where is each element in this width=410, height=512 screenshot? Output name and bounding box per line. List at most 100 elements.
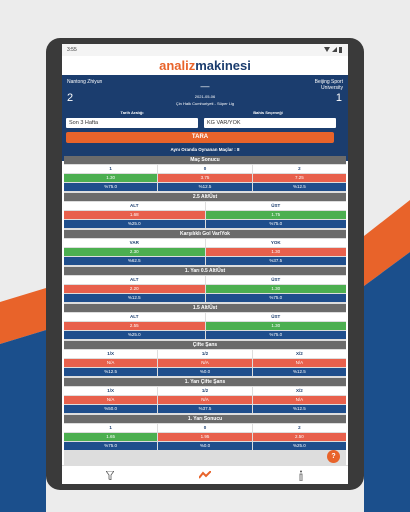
market-title: 1.5 Alt/Üst [64, 304, 346, 312]
percent-cell: %75.0 [205, 220, 346, 228]
odds-cell: 2.50 [252, 433, 346, 441]
outcome-label: ÜST [205, 276, 346, 284]
odds-cell: 1.30 [205, 322, 346, 330]
filter-icon[interactable] [106, 471, 114, 480]
odds-cell: 1.95 [158, 433, 252, 441]
separator: — [200, 81, 210, 91]
percent-cell: %75.0 [205, 294, 346, 302]
bet-dropdown[interactable]: KG VAR/YOK [204, 118, 336, 128]
date-dropdown[interactable]: Son 3 Hafta [66, 118, 198, 128]
match-date: 2021-05-06 [194, 94, 216, 99]
outcome-label: 1/2 [158, 350, 252, 358]
market-title: 1. Yarı 0.5 Alt/Üst [64, 267, 346, 275]
outcome-label: 2 [252, 424, 346, 432]
market-section: 2.5 Alt/Üst ALT ÜST 1.68 1.75 %25.0 %75.0 [64, 193, 346, 228]
label-row: ALT ÜST [64, 313, 346, 321]
market-title: 1. Yarı Çifte Şans [64, 378, 346, 386]
percent-cell: %0.0 [158, 368, 252, 376]
match-panel: Nantong Zhiyun Beijing Sport University … [62, 75, 348, 161]
percent-cell: %37.5 [158, 405, 252, 413]
odds-cell: N/A [158, 359, 252, 367]
results-list: Maç Sonucu 1 0 2 1.30 3.75 7.25 %75.0 %12.5 %12.5… [64, 156, 346, 465]
label-row: VAR YOK [64, 239, 346, 247]
market-section: Çifte Şans 1/X 1/2 X/2 N/A N/A N/A %12.5 %0.0 %12… [64, 341, 346, 376]
odds-row: 2.30 1.30 [64, 248, 346, 256]
odds-cell: 1.30 [205, 248, 346, 256]
outcome-label: 1/X [64, 350, 158, 358]
odds-row: 2.20 1.30 [64, 285, 346, 293]
away-team: Beijing Sport University [314, 79, 343, 91]
percent-cell: %25.0 [64, 220, 205, 228]
odds-cell: N/A [252, 359, 346, 367]
outcome-label: X/2 [252, 350, 346, 358]
percent-row: %75.0 %12.5 %12.5 [64, 183, 346, 191]
label-row: 1/X 1/2 X/2 [64, 350, 346, 358]
outcome-label: X/2 [252, 387, 346, 395]
home-icon[interactable] [199, 471, 211, 479]
label-row: ALT ÜST [64, 276, 346, 284]
odds-cell: 1.68 [64, 211, 205, 219]
percent-cell: %75.0 [64, 183, 158, 191]
outcome-label: 2 [252, 165, 346, 173]
info-icon[interactable] [298, 470, 304, 481]
odds-cell: N/A [158, 396, 252, 404]
status-bar: 3:55 [62, 44, 348, 56]
percent-cell: %0.0 [158, 442, 252, 450]
odds-cell: 1.75 [205, 211, 346, 219]
outcome-label: 1 [64, 165, 158, 173]
outcome-label: 1/2 [158, 387, 252, 395]
percent-row: %25.0 %75.0 [64, 331, 346, 339]
odds-cell: N/A [64, 396, 158, 404]
odds-cell: N/A [64, 359, 158, 367]
odds-row: N/A N/A N/A [64, 359, 346, 367]
percent-row: %62.5 %37.5 [64, 257, 346, 265]
odds-row: 1.30 3.75 7.25 [64, 174, 346, 182]
odds-cell: 2.55 [64, 322, 205, 330]
league: Çin Halk Cumhuriyeti - Süper Lig [175, 101, 235, 106]
percent-cell: %37.5 [205, 257, 346, 265]
percent-cell: %12.5 [252, 183, 346, 191]
outcome-label: 0 [158, 424, 252, 432]
percent-row: %25.0 %75.0 [64, 220, 346, 228]
percent-cell: %75.0 [205, 331, 346, 339]
percent-row: %12.5 %75.0 [64, 294, 346, 302]
percent-row: %12.5 %0.0 %12.5 [64, 368, 346, 376]
odds-cell: 1.30 [205, 285, 346, 293]
odds-row: N/A N/A N/A [64, 396, 346, 404]
percent-row: %75.0 %0.0 %25.0 [64, 442, 346, 450]
outcome-label: ALT [64, 276, 205, 284]
outcome-label: 1 [64, 424, 158, 432]
label-row: 1/X 1/2 X/2 [64, 387, 346, 395]
scan-button[interactable]: TARA [66, 132, 334, 143]
outcome-label: 1/X [64, 387, 158, 395]
odds-cell: 2.20 [64, 285, 205, 293]
percent-cell: %12.5 [64, 368, 158, 376]
percent-cell: %12.5 [252, 405, 346, 413]
outcome-label: YOK [205, 239, 346, 247]
percent-cell: %25.0 [252, 442, 346, 450]
outcome-label: ALT [64, 313, 205, 321]
status-icons [324, 47, 342, 53]
label-row: ALT ÜST [64, 202, 346, 210]
percent-cell: %50.0 [64, 405, 158, 413]
filter-label: Tarih Aralığı [120, 110, 144, 115]
market-title: Karşılıklı Gol Var/Yok [64, 230, 346, 238]
percent-cell: %12.5 [158, 183, 252, 191]
screen: 3:55 analizmakinesi Nantong Zhiyun Beiji… [62, 44, 348, 484]
time: 3:55 [67, 47, 77, 53]
market-section: Karşılıklı Gol Var/Yok VAR YOK 2.30 1.30 %62.… [64, 230, 346, 265]
percent-cell: %75.0 [64, 442, 158, 450]
market-title: 1. Yarı Sonucu [64, 415, 346, 423]
logo-part: analiz [159, 58, 196, 73]
outcome-label: VAR [64, 239, 205, 247]
odds-cell: N/A [252, 396, 346, 404]
market-title: Maç Sonucu [64, 156, 346, 164]
percent-cell: %25.0 [64, 331, 205, 339]
help-button[interactable]: ? [327, 450, 340, 463]
market-section: 1. Yarı Sonucu 1 0 2 1.65 1.95 2.50 %75.0 %0.0 %2… [64, 415, 346, 450]
odds-cell: 3.75 [158, 174, 252, 182]
